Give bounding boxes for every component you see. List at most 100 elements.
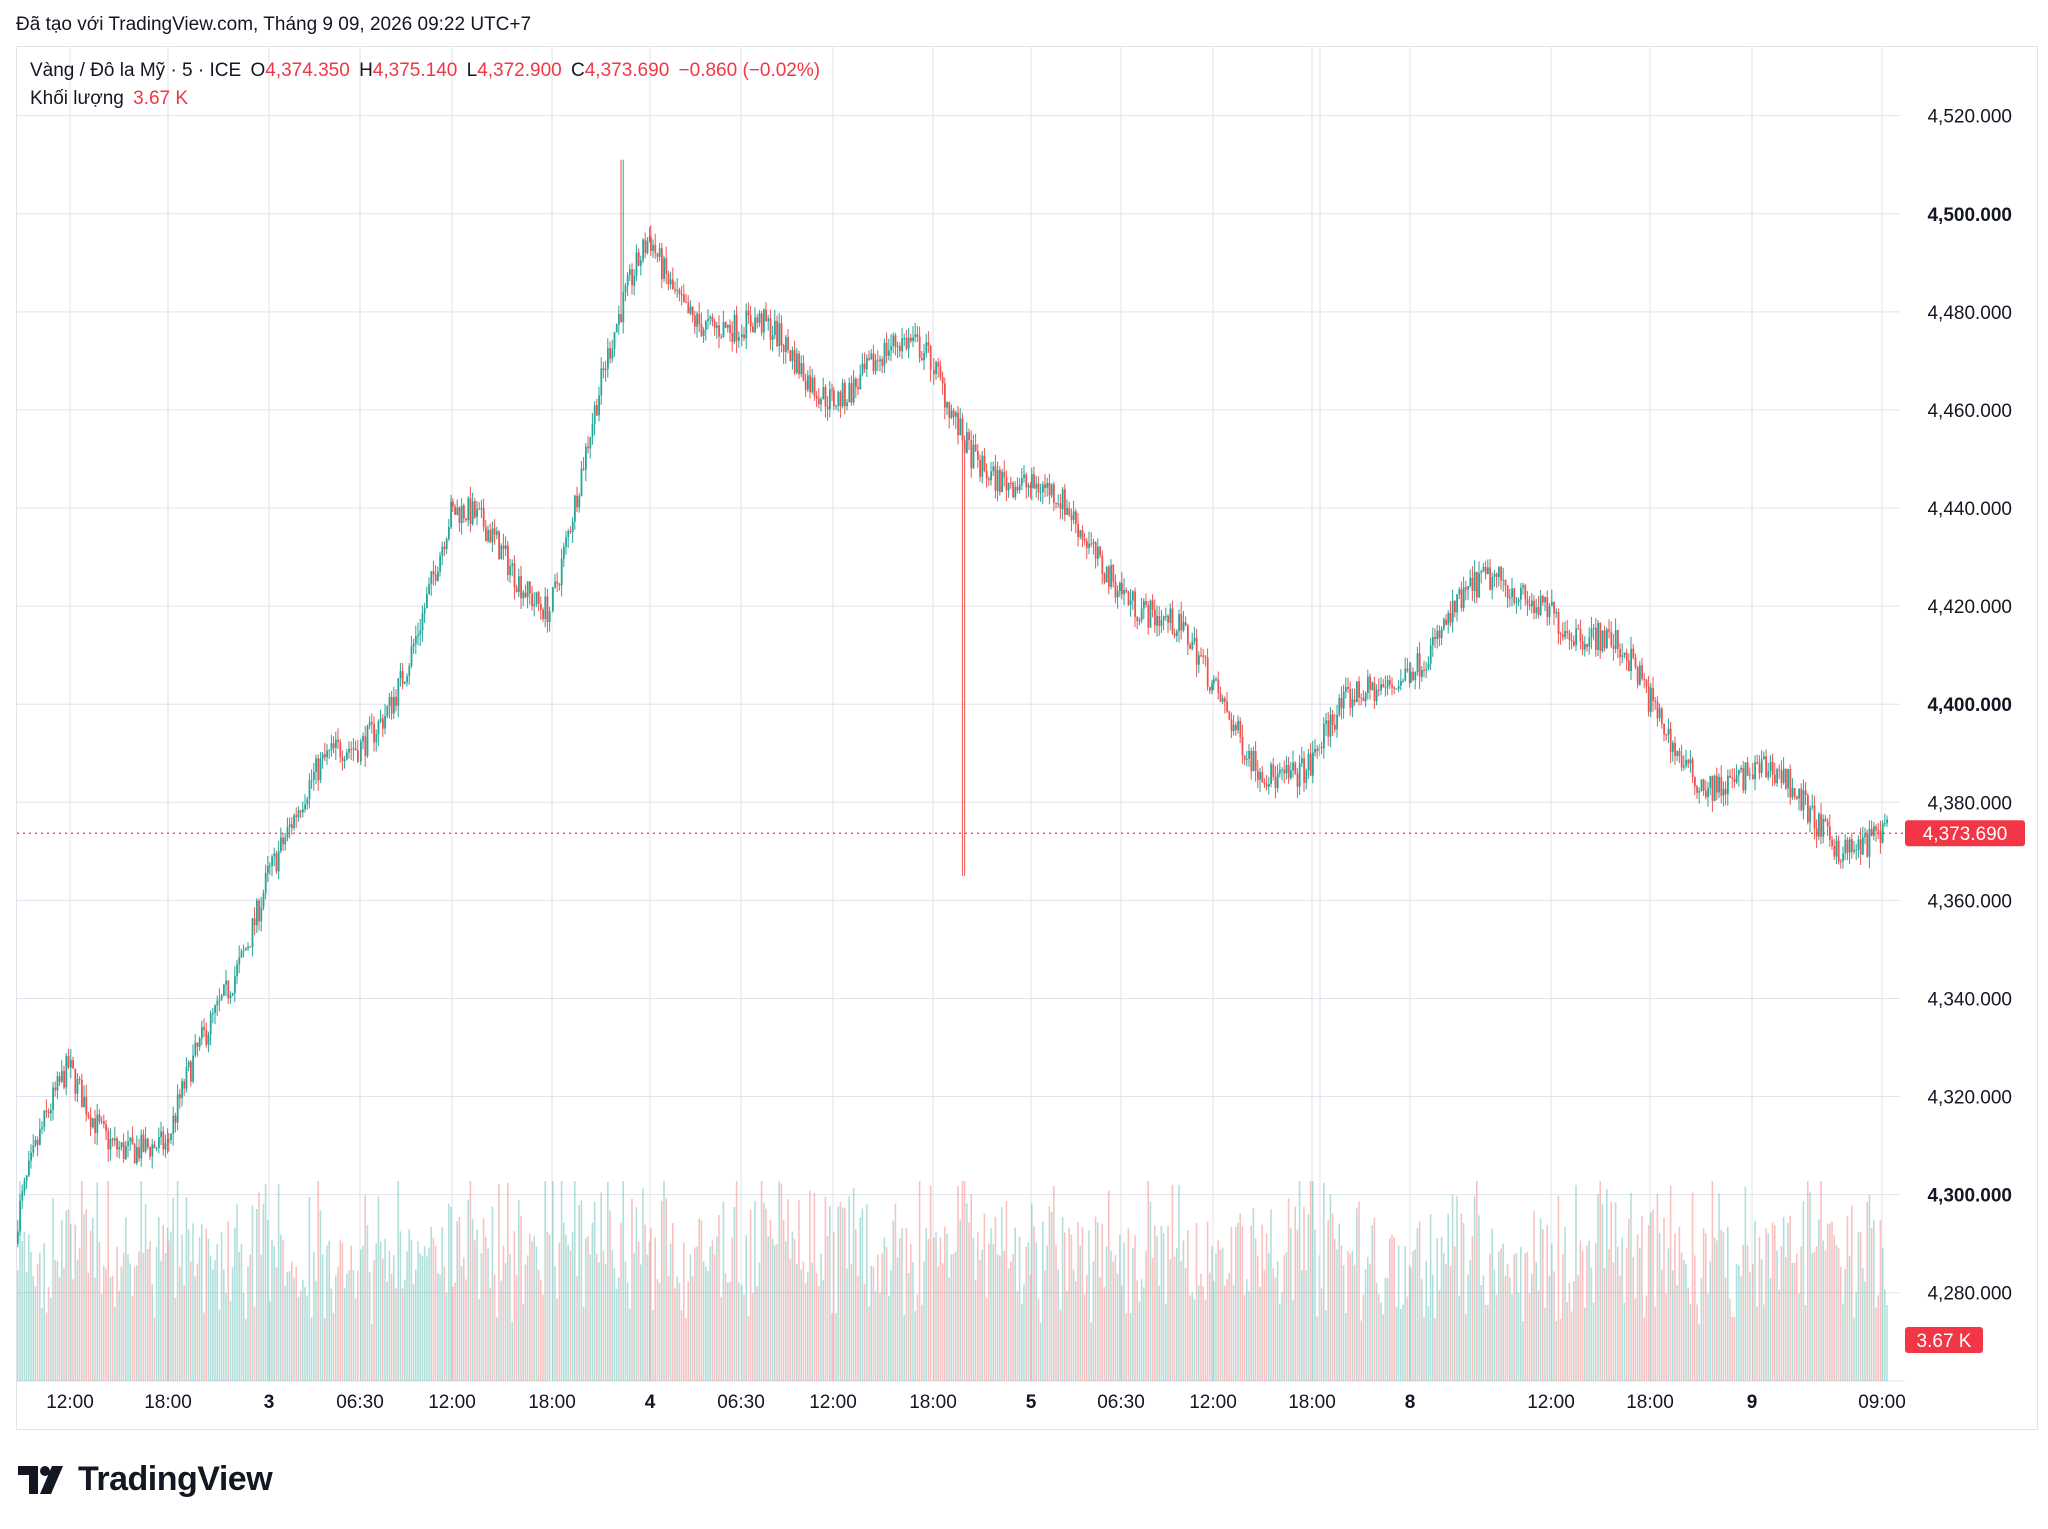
candle-body	[890, 345, 892, 351]
volume-bar	[1822, 1240, 1824, 1381]
up-candle	[330, 734, 333, 757]
volume-bar	[1608, 1248, 1610, 1381]
down-candle	[1025, 472, 1028, 499]
volume-bar	[54, 1259, 56, 1381]
volume-bar	[306, 1295, 308, 1381]
candle-body	[1364, 693, 1367, 702]
volume-bar	[103, 1265, 105, 1381]
candle-body	[271, 856, 273, 866]
x-tick-label: 8	[1405, 1392, 1416, 1413]
up-candle	[304, 794, 306, 813]
down-candle	[844, 379, 846, 415]
down-candle	[899, 342, 901, 357]
volume-bar	[1309, 1181, 1312, 1381]
down-candle	[1347, 677, 1349, 694]
up-candle	[423, 602, 426, 623]
volume-bar	[1698, 1323, 1700, 1381]
up-candle	[796, 348, 798, 375]
candle-body	[280, 837, 282, 851]
volume-bar	[133, 1266, 136, 1381]
x-tick-label: 09:00	[1858, 1392, 1906, 1413]
up-candle	[480, 499, 483, 519]
down-candle	[1033, 466, 1035, 489]
candle-body	[1623, 652, 1626, 656]
candle-body	[1592, 627, 1595, 629]
candle-body	[774, 320, 776, 336]
candle-body	[571, 521, 574, 533]
candle-body	[1669, 728, 1672, 752]
volume-bar	[914, 1311, 916, 1381]
candle-body	[1116, 590, 1119, 598]
candle-body	[513, 563, 516, 588]
up-candle	[1165, 607, 1167, 622]
candle-body	[609, 348, 611, 359]
down-candle	[382, 714, 384, 738]
candle-body	[1279, 769, 1281, 774]
up-candle	[218, 988, 221, 1012]
candle-body	[1044, 484, 1046, 488]
volume-bar	[1866, 1201, 1868, 1381]
volume-bar	[1406, 1296, 1409, 1381]
down-candle	[665, 246, 668, 285]
volume-bar	[1824, 1250, 1827, 1381]
volume-bar	[1727, 1226, 1729, 1381]
candle-body	[1057, 503, 1060, 505]
up-candle	[1551, 589, 1553, 607]
up-candle	[236, 959, 238, 984]
volume-label[interactable]: Khối lượng	[30, 88, 124, 109]
down-candle	[1206, 648, 1209, 691]
candle-body	[520, 576, 522, 599]
volume-bar	[1718, 1193, 1720, 1381]
down-candle	[1796, 795, 1798, 801]
candle-body	[1842, 853, 1844, 862]
down-candle	[979, 454, 981, 482]
symbol-label[interactable]: Vàng / Đô la Mỹ · 5 · ICE	[30, 60, 242, 81]
volume-bar	[448, 1203, 450, 1381]
up-candle	[238, 945, 241, 974]
candle-body	[642, 239, 644, 261]
volume-bar	[476, 1229, 478, 1381]
up-candle	[1776, 767, 1778, 787]
down-candle	[667, 270, 670, 291]
chart-frame[interactable]	[16, 46, 2038, 1430]
candle-body	[1687, 759, 1690, 764]
down-candle	[1542, 594, 1544, 606]
down-candle	[524, 584, 527, 599]
candle-body	[598, 395, 600, 416]
candle-body	[52, 1087, 54, 1110]
candle-body	[1360, 697, 1363, 699]
volume-bar	[1395, 1306, 1398, 1381]
candle-body	[1123, 589, 1125, 595]
up-candle	[1325, 712, 1327, 736]
candlestick-chart[interactable]: 4,280.0004,300.0004,320.0004,340.0004,36…	[0, 0, 2048, 1440]
candle-body	[1408, 670, 1411, 683]
volume-bar	[83, 1214, 85, 1381]
down-candle	[1167, 614, 1169, 633]
volume-bar	[269, 1301, 271, 1381]
candle-body	[1025, 474, 1028, 488]
volume-bar	[390, 1273, 393, 1381]
volume-bar	[348, 1270, 350, 1381]
up-candle	[83, 1085, 85, 1108]
up-candle	[160, 1121, 162, 1146]
candle-body	[620, 314, 622, 323]
volume-bar	[848, 1196, 850, 1381]
candle-body	[1140, 608, 1143, 621]
down-candle	[203, 1018, 205, 1038]
candle-body	[1149, 600, 1152, 628]
down-candle	[769, 309, 772, 350]
tradingview-logo[interactable]: TradingView	[18, 1460, 273, 1499]
candle-body	[125, 1146, 127, 1160]
candle-body	[959, 418, 962, 436]
candle-body	[1003, 471, 1006, 478]
up-candle	[903, 333, 906, 347]
candle-body	[665, 258, 668, 274]
candle-body	[1023, 474, 1025, 478]
candle-body	[765, 309, 767, 321]
volume-bar	[1292, 1300, 1294, 1381]
candle-body	[524, 592, 527, 598]
candle-body	[1412, 671, 1414, 681]
up-candle	[1848, 836, 1851, 865]
candle-body	[1213, 679, 1215, 684]
up-candle	[1110, 559, 1112, 590]
